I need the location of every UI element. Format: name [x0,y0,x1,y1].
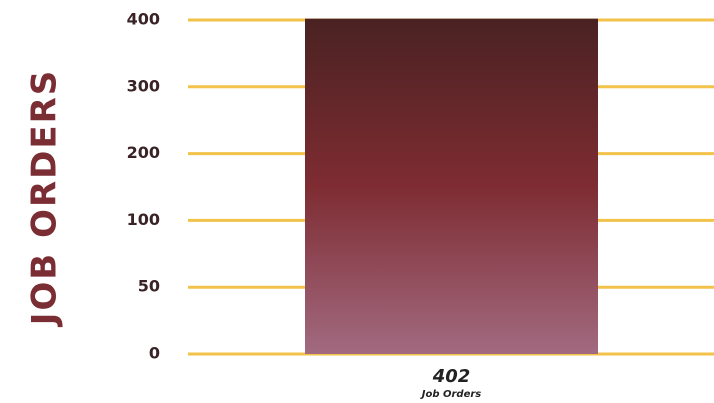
bar-category-label: Job Orders [420,389,482,400]
y-tick-label-400: 400 [127,10,160,29]
y-tick-label-50: 50 [138,277,160,296]
bar-job-orders [305,18,598,354]
y-axis-ticks: 0 50 100 200 300 400 [127,10,160,363]
bars [305,18,598,354]
y-tick-label-300: 300 [127,76,160,95]
bar-labels: 402 Job Orders [420,366,482,400]
y-tick-label-100: 100 [127,210,160,229]
bar-value-label: 402 [432,366,471,387]
y-axis-title: JOB ORDERS [25,69,65,328]
y-tick-label-0: 0 [149,344,160,363]
y-tick-label-200: 200 [127,143,160,162]
